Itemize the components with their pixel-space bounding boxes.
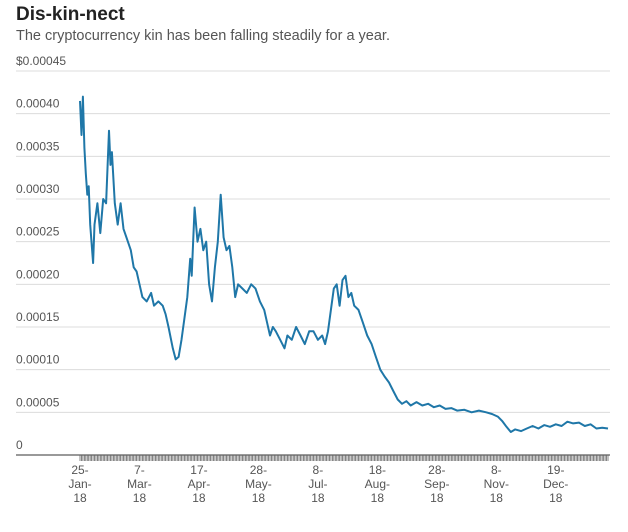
chart-subtitle: The cryptocurrency kin has been falling … (16, 28, 390, 44)
y-tick-label: 0.00030 (16, 182, 60, 196)
y-tick-label: 0 (16, 438, 23, 452)
x-tick-label: 28-May-18 (245, 463, 272, 505)
x-tick-label: 7-Mar-18 (127, 463, 152, 505)
x-tick-label: 19-Dec-18 (543, 463, 568, 505)
y-tick-label: 0.00040 (16, 97, 60, 111)
series-line (79, 95, 609, 433)
x-tick-label: 25-Jan-18 (68, 463, 91, 505)
y-tick-label: 0.00020 (16, 267, 60, 281)
chart-title: Dis-kin-nect (16, 4, 125, 25)
series-group (79, 95, 609, 433)
y-tick-label: 0.00015 (16, 310, 60, 324)
x-tick-label: 8-Nov-18 (484, 463, 509, 505)
gridlines (16, 70, 610, 413)
y-tick-label: 0.00010 (16, 353, 60, 367)
y-axis-ticks: 0 0.00005 0.00010 0.00015 0.00020 0.00025 0.00… (16, 54, 66, 452)
x-tick-label: 8-Jul-18 (308, 463, 327, 505)
x-minor-ticks (79, 455, 609, 461)
x-tick-label: 28-Sep-18 (424, 463, 449, 505)
x-axis-ticks: 25-Jan-18 7-Mar-18 17-Apr-18 28-May-18 8-Jul… (68, 463, 568, 505)
y-tick-label: 0.00005 (16, 395, 60, 409)
x-axis (16, 454, 610, 461)
y-tick-label: 0.00035 (16, 139, 60, 153)
x-tick-label: 18-Aug-18 (365, 463, 390, 505)
y-tick-label: $0.00045 (16, 54, 66, 68)
y-tick-label: 0.00025 (16, 225, 60, 239)
x-tick-label: 17-Apr-18 (188, 463, 211, 505)
